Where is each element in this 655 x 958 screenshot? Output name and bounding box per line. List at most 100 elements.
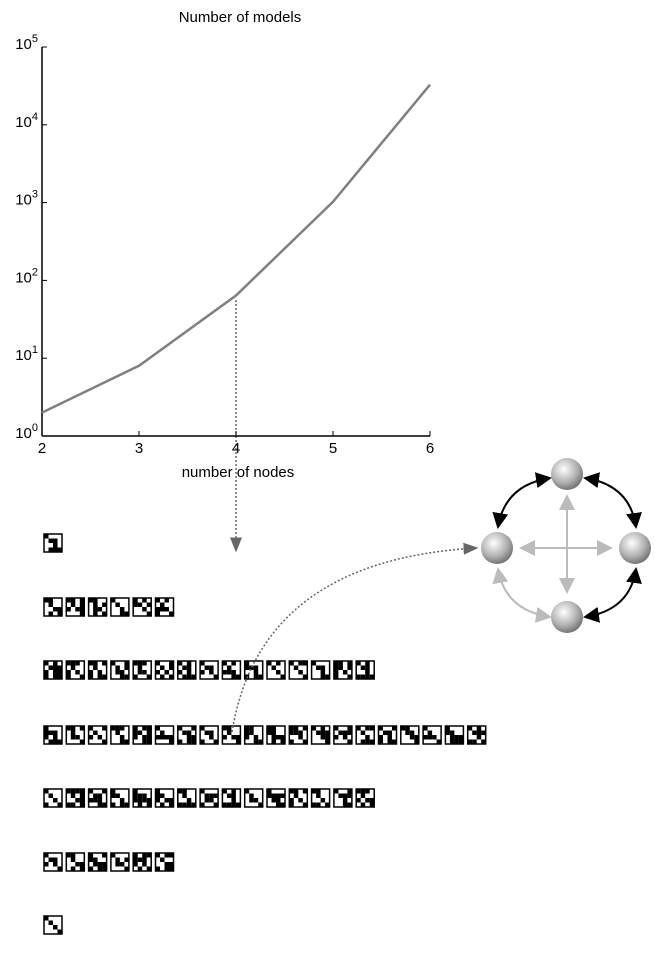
model-cell [137, 866, 143, 871]
model-cell [97, 735, 103, 740]
pointer-arrow [231, 542, 479, 733]
model-cell [119, 739, 125, 744]
model-cell [48, 602, 53, 607]
model-cell [97, 862, 103, 867]
model-cell [164, 853, 169, 858]
model-cell [222, 661, 227, 666]
model-cell [311, 802, 317, 807]
model-cell [115, 862, 120, 867]
model-cell [44, 789, 49, 794]
edge [492, 567, 552, 623]
model-cell [119, 798, 125, 803]
model-cell [57, 674, 62, 679]
model-cell [200, 789, 205, 794]
model-cell [392, 726, 397, 731]
data-line [41, 83, 431, 414]
model-cell [378, 726, 383, 731]
model-cell [169, 798, 174, 803]
model-cell [226, 726, 232, 731]
model-cell [204, 665, 210, 670]
model-cell [200, 661, 205, 666]
model-cell [365, 789, 370, 794]
model-cell [88, 674, 94, 679]
model-cell [231, 789, 236, 794]
model-cell [249, 798, 254, 803]
model-cell [102, 739, 107, 744]
network-diagram [481, 458, 651, 633]
model-cell [115, 857, 120, 862]
model-cell [302, 674, 308, 679]
edge [492, 472, 552, 529]
y-tick-label: 105 [15, 33, 38, 53]
model-cell [75, 862, 80, 867]
model-cell [235, 739, 241, 744]
model-cell [48, 730, 53, 735]
model-cell [93, 857, 98, 862]
model-cell [79, 674, 85, 679]
model-cell [222, 726, 227, 731]
model-cell [271, 798, 276, 803]
model-cell [231, 802, 236, 807]
model-cell [75, 798, 80, 803]
model-cell [342, 798, 348, 803]
model-cell [347, 661, 352, 666]
model-cell [427, 735, 433, 740]
model-cell [155, 735, 160, 740]
model-cell [476, 730, 482, 735]
model-cell [365, 661, 370, 666]
model-cell [365, 739, 370, 744]
model-cell [392, 739, 397, 744]
model-cell [293, 726, 299, 731]
model-cell [75, 735, 80, 740]
model-cell [169, 802, 174, 807]
model-cell [222, 735, 227, 740]
model-cell [213, 739, 219, 744]
model-cell [449, 735, 455, 740]
model-cell [93, 611, 98, 616]
model-cell [186, 802, 192, 807]
y-tick-label: 104 [15, 111, 38, 131]
model-cell [177, 802, 183, 807]
model-cell [276, 802, 281, 807]
model-cell [177, 661, 183, 666]
model-cell [276, 670, 281, 675]
model-cell [186, 674, 192, 679]
model-cell [48, 793, 53, 798]
model-cell [182, 793, 187, 798]
model-cell [93, 665, 98, 670]
model-cell [365, 798, 370, 803]
node [551, 601, 583, 633]
model-cell [276, 661, 281, 666]
model-cell [481, 739, 486, 744]
model-cell [276, 735, 281, 740]
model-cell [338, 661, 343, 666]
model-cell [213, 674, 219, 679]
model-cell [53, 857, 58, 862]
model-cell [222, 670, 227, 675]
model-cell [298, 730, 303, 735]
model-cell [119, 735, 125, 740]
node [481, 532, 513, 564]
model-cell [387, 730, 392, 735]
model-cell [133, 598, 138, 603]
model-cell [360, 789, 366, 794]
model-cell [44, 661, 49, 666]
model-cell [293, 789, 299, 794]
model-cell [378, 739, 383, 744]
model-cell [53, 547, 58, 552]
model-cell [177, 739, 183, 744]
model-cell [249, 730, 254, 735]
model-cell [97, 866, 103, 871]
model-cell [253, 674, 259, 679]
model-cell [253, 739, 259, 744]
model-cell [476, 735, 482, 740]
model-cell [200, 739, 205, 744]
model-cell [231, 798, 236, 803]
model-cell [209, 730, 214, 735]
y-tick-label: 101 [15, 344, 38, 364]
model-cell [124, 661, 129, 666]
model-cell [249, 793, 254, 798]
model-cell [302, 802, 308, 807]
chart-title: Number of models [179, 9, 302, 26]
model-cell [164, 866, 169, 871]
